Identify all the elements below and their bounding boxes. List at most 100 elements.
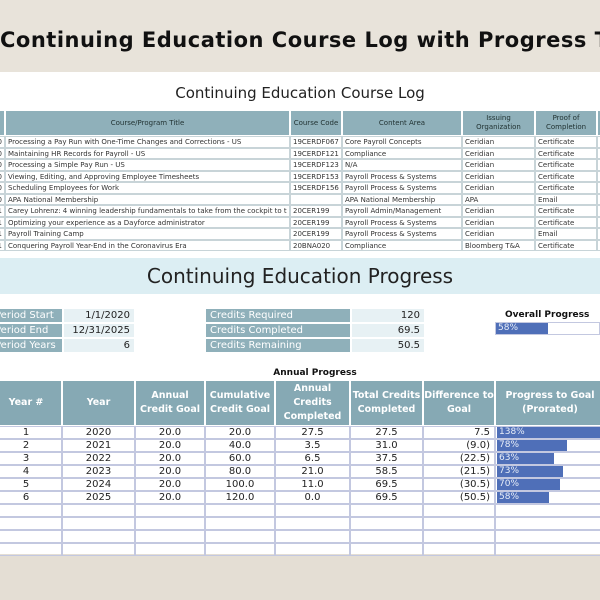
log-cell: Maintaining HR Records for Payroll - US [5, 147, 290, 159]
annual-cell [495, 504, 600, 517]
summary-value: 50.5 [351, 338, 425, 353]
annual-cell: 6.5 [275, 452, 350, 465]
log-cell [290, 193, 342, 205]
annual-cell: 58.5 [350, 465, 423, 478]
annual-cell [350, 543, 423, 556]
log-cell: Payroll Process & Systems [342, 228, 462, 240]
annual-cell [495, 426, 600, 439]
log-cell: Bloomberg T&A [462, 239, 535, 251]
annual-cell: 3.5 [275, 439, 350, 452]
log-cell: 19CERDF067 [290, 136, 342, 148]
annual-cell: 20.0 [135, 465, 205, 478]
header-cell: Cumulative Credit Goal [205, 380, 275, 426]
log-cell: 19CERDF156 [290, 182, 342, 194]
log-cell: Payroll Admin/Management [342, 205, 462, 217]
annual-cell [62, 530, 135, 543]
header-cell: Course/Program Title [5, 110, 290, 136]
header-cell: Difference to Goal [423, 380, 495, 426]
log-cell: Optimizing your experience as a Dayforce… [5, 216, 290, 228]
header-cell: Annual Credits Completed [275, 380, 350, 426]
log-cell: Ceridian [462, 159, 535, 171]
log-cell: Ceridian [462, 228, 535, 240]
summary-value: 1/1/2020 [63, 308, 135, 323]
log-cell: Compliance [342, 147, 462, 159]
annual-cell [0, 504, 62, 517]
progress-bar [497, 427, 600, 438]
log-cell: Processing a Pay Run with One-Time Chang… [5, 136, 290, 148]
annual-cell: 27.5 [275, 426, 350, 439]
annual-cell: 6 [0, 491, 62, 504]
log-cell: 0 [0, 159, 5, 171]
log-cell: Ceridian [462, 205, 535, 217]
annual-cell [62, 517, 135, 530]
header-cell: Year # [0, 380, 62, 426]
progress-bar-label: 73% [499, 466, 520, 476]
annual-cell: (30.5) [423, 478, 495, 491]
header-cell: Annual Credit Goal [135, 380, 205, 426]
summary-value: 12/31/2025 [63, 323, 135, 338]
header-cell [597, 110, 600, 136]
annual-cell [423, 530, 495, 543]
log-cell: 0 [0, 182, 5, 194]
header-cell [0, 110, 5, 136]
log-cell: Core Payroll Concepts [342, 136, 462, 148]
summary-label: Period Start [0, 308, 63, 323]
annual-cell: 2024 [62, 478, 135, 491]
progress-bar [497, 479, 560, 490]
header-cell: Proof of Completion [535, 110, 597, 136]
progress-bar [497, 466, 563, 477]
annual-cell [495, 543, 600, 556]
annual-cell: 2 [0, 439, 62, 452]
annual-cell: 1 [0, 426, 62, 439]
log-cell: 0 [0, 193, 5, 205]
annual-cell: (22.5) [423, 452, 495, 465]
annual-cell: 4 [0, 465, 62, 478]
annual-cell: 21.0 [275, 465, 350, 478]
log-cell: Ceridian [462, 170, 535, 182]
annual-cell: 20.0 [135, 491, 205, 504]
annual-cell: 3 [0, 452, 62, 465]
log-cell: N/A [342, 159, 462, 171]
annual-cell: 69.5 [350, 478, 423, 491]
log-cell: 0 [0, 136, 5, 148]
summary-label: Credits Remaining [205, 338, 351, 353]
log-cell [597, 193, 600, 205]
annual-cell: (50.5) [423, 491, 495, 504]
annual-cell [135, 543, 205, 556]
log-cell: Viewing, Editing, and Approving Employee… [5, 170, 290, 182]
log-cell: Conquering Payroll Year-End in the Coron… [5, 239, 290, 251]
annual-cell: 31.0 [350, 439, 423, 452]
annual-cell [0, 530, 62, 543]
annual-cell [495, 491, 600, 504]
annual-cell [495, 439, 600, 452]
log-cell: 20CER199 [290, 205, 342, 217]
annual-cell [0, 543, 62, 556]
log-cell: Payroll Process & Systems [342, 170, 462, 182]
annual-cell [0, 517, 62, 530]
log-cell: Ceridian [462, 136, 535, 148]
annual-cell: 80.0 [205, 465, 275, 478]
banner-title: Continuing Education Course Log with Pro… [0, 28, 600, 52]
summary-label: Credits Completed [205, 323, 351, 338]
annual-cell [62, 543, 135, 556]
log-cell: APA National Membership [342, 193, 462, 205]
annual-cell [275, 517, 350, 530]
annual-cell [495, 478, 600, 491]
log-cell: Processing a Simple Pay Run - US [5, 159, 290, 171]
progress-bar [497, 453, 554, 464]
log-cell: APA National Membership [5, 193, 290, 205]
annual-cell: 60.0 [205, 452, 275, 465]
annual-cell: 40.0 [205, 439, 275, 452]
annual-cell [495, 517, 600, 530]
annual-cell [350, 504, 423, 517]
log-cell [597, 159, 600, 171]
annual-cell: 2023 [62, 465, 135, 478]
annual-cell [495, 452, 600, 465]
log-cell: APA [462, 193, 535, 205]
log-cell: Compliance [342, 239, 462, 251]
log-cell: Email [535, 193, 597, 205]
annual-cell: 0.0 [275, 491, 350, 504]
annual-cell: 20.0 [205, 426, 275, 439]
annual-cell [205, 504, 275, 517]
annual-cell [205, 543, 275, 556]
